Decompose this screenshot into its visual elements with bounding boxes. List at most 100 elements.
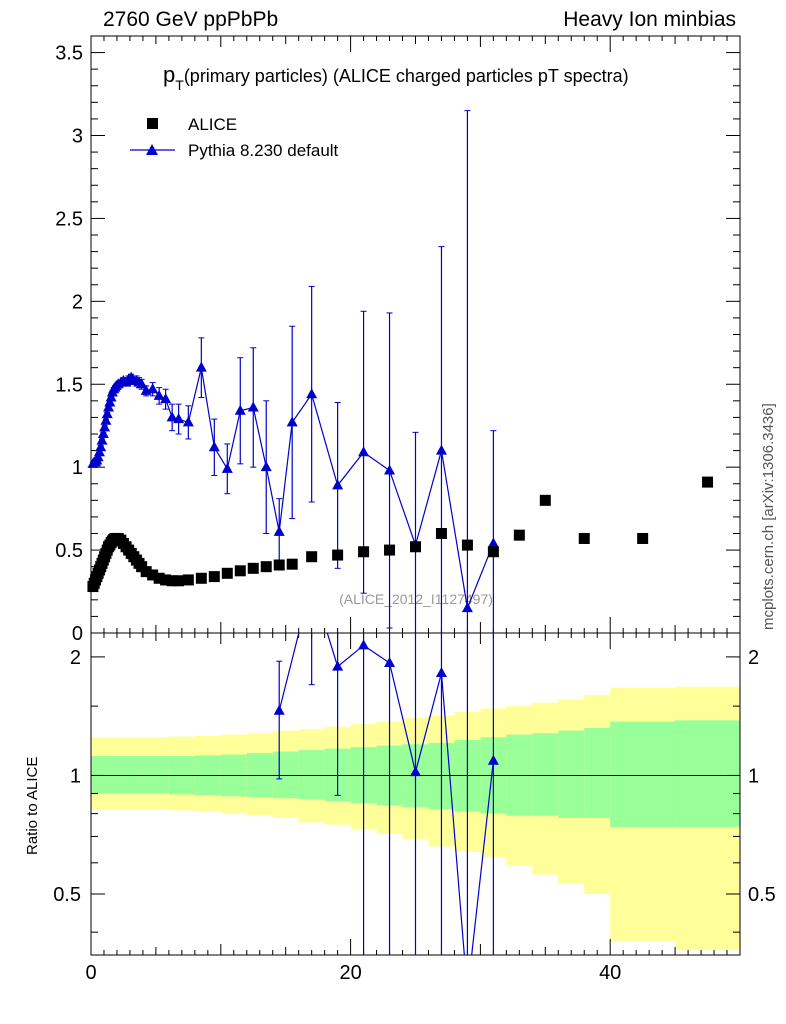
alice-point — [273, 559, 285, 571]
title-rest: (primary particles) (ALICE charged parti… — [184, 66, 629, 86]
alice-point — [702, 476, 714, 488]
x-tick-label: 40 — [599, 962, 621, 984]
uncertainty-band-inner — [116, 756, 144, 794]
ratio-point — [358, 639, 370, 650]
legend-marker-pythia — [146, 144, 158, 155]
ratio-point — [435, 667, 447, 678]
y-tick-label: 3 — [72, 126, 83, 148]
alice-point — [358, 546, 370, 558]
uncertainty-band-inner — [610, 721, 676, 827]
alice-point — [435, 528, 447, 539]
alice-point — [208, 571, 220, 583]
pythia-point — [306, 388, 318, 399]
pythia-point — [153, 389, 165, 400]
pythia-point — [166, 411, 178, 422]
ratio-y-tick-label: 1 — [70, 765, 81, 787]
pythia-point — [234, 404, 246, 415]
ratio-point — [410, 766, 421, 777]
ratio-y-tick-label: 0.5 — [53, 884, 81, 906]
top-panel: 0 0.5 1 1.5 2 2.5 3 3.5 pT(primary particles) (A… — [55, 35, 741, 645]
pythia-point — [273, 525, 285, 536]
title-subscript: T — [175, 77, 184, 93]
uncertainty-band-inner — [558, 730, 585, 818]
pythia-point — [160, 393, 172, 404]
uncertainty-band-inner — [272, 751, 300, 799]
alice-point — [578, 532, 590, 544]
pythia-point — [435, 444, 447, 455]
alice-point — [260, 561, 272, 573]
pythia-point — [384, 464, 396, 475]
legend-label-alice: ALICE — [188, 115, 237, 134]
alice-point — [487, 546, 499, 558]
y-tick-label: 0.5 — [55, 540, 83, 562]
alice-point — [247, 562, 259, 574]
pythia-point — [96, 434, 108, 445]
alice-point — [160, 574, 172, 586]
alice-point — [234, 565, 246, 577]
pythia-point — [195, 361, 207, 372]
title-p: p — [163, 62, 175, 87]
plot-title: pT(primary particles) (ALICE charged par… — [163, 62, 629, 93]
pythia-point — [358, 446, 370, 457]
pythia-point — [99, 421, 111, 432]
pythia-point — [461, 602, 473, 613]
uncertainty-band-inner — [298, 750, 326, 800]
y-tick-label: 2 — [72, 291, 83, 313]
pythia-point — [487, 537, 499, 548]
ratio-point — [487, 754, 499, 765]
alice-point — [384, 544, 396, 556]
ratio-point — [332, 660, 344, 671]
alice-point — [513, 529, 525, 541]
pythia-point — [332, 479, 344, 490]
pythia-point — [286, 416, 298, 427]
alice-point — [461, 539, 473, 551]
alice-point — [332, 549, 344, 561]
ratio-point — [273, 704, 285, 715]
y-tick-label: 1 — [72, 457, 83, 479]
uncertainty-band-inner — [532, 733, 559, 816]
pythia-point — [173, 413, 185, 424]
alice-point — [166, 575, 178, 587]
x-tick-label: 20 — [339, 962, 361, 984]
legend-marker-alice — [147, 118, 158, 129]
alice-point — [147, 569, 159, 581]
header-left: 2760 GeV ppPbPb — [103, 8, 279, 31]
legend-label-pythia: Pythia 8.230 default — [188, 141, 339, 160]
alice-point — [195, 572, 207, 584]
alice-point — [410, 541, 421, 553]
uncertainty-band-inner — [142, 756, 170, 794]
y-tick-label: 3.5 — [55, 43, 83, 65]
alice-point — [306, 551, 318, 563]
ratio-y-tick-label: 2 — [70, 647, 81, 669]
pythia-point — [101, 408, 113, 419]
pythia-point — [97, 428, 109, 438]
pythia-point — [182, 416, 194, 427]
uncertainty-band-inner — [675, 720, 741, 827]
y-tick-label: 0 — [72, 623, 83, 645]
alice-point — [539, 494, 551, 506]
alice-point — [637, 532, 649, 544]
uncertainty-band-inner — [91, 756, 118, 794]
pythia-point — [147, 383, 159, 394]
alice-point — [182, 574, 194, 586]
pythia-point — [95, 441, 107, 452]
ratio-y-tick-label-right: 2 — [748, 647, 759, 669]
pythia-point — [208, 441, 220, 452]
ratio-y-tick-label-right: 1 — [748, 765, 759, 787]
pythia-point — [221, 462, 233, 473]
y-tick-label: 2.5 — [55, 208, 83, 230]
ratio-panel: 0 20 40 0.5 0.5 1 1 2 2 — [53, 632, 776, 984]
y-tick-label: 1.5 — [55, 374, 83, 396]
pythia-point — [100, 414, 112, 425]
alice-point — [221, 567, 233, 579]
x-tick-label: 0 — [85, 962, 96, 984]
header-right: Heavy Ion minbias — [563, 8, 736, 31]
alice-point — [140, 566, 152, 578]
alice-point — [286, 558, 298, 570]
uncertainty-band-inner — [584, 727, 611, 818]
ratio-y-tick-label-right: 0.5 — [748, 884, 776, 906]
alice-point — [153, 572, 165, 584]
pythia-point — [260, 461, 272, 472]
ratio-point — [384, 656, 396, 667]
